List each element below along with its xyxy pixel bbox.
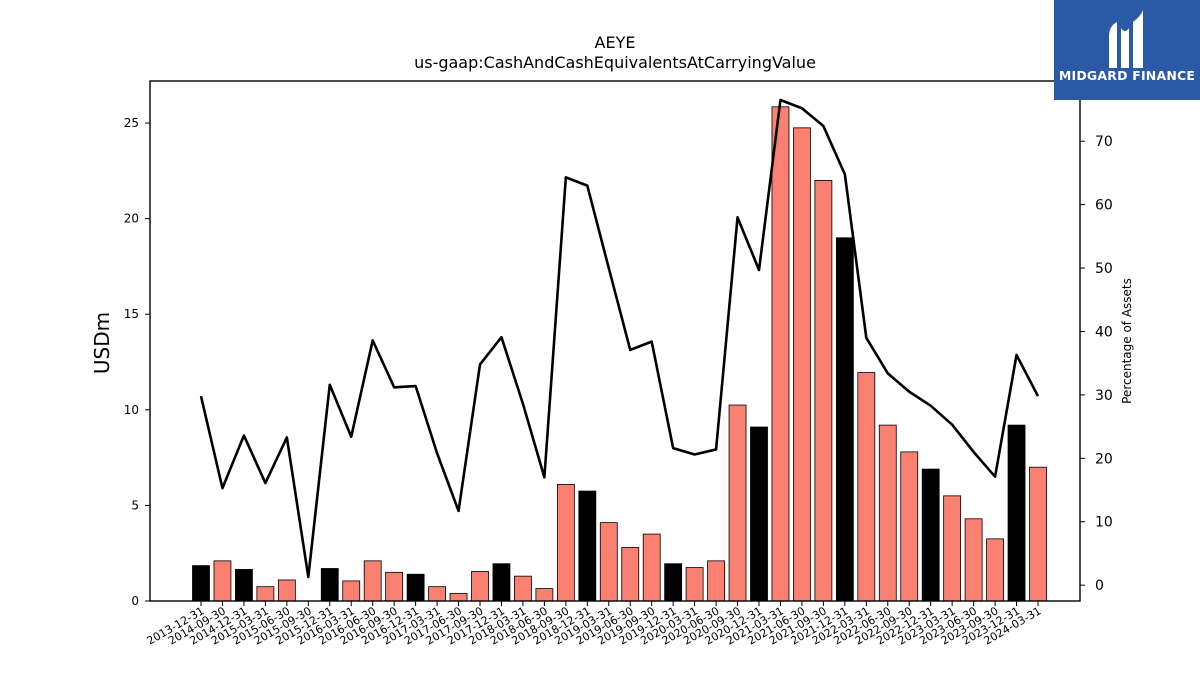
bar-2015-03-31 — [256, 586, 275, 602]
axes: 05101520250102030405060702013-12-312014-… — [124, 80, 1113, 648]
bar-2020-12-31 — [750, 426, 768, 602]
bar-2019-09-30 — [642, 533, 661, 602]
y2-axis-label: Percentage of Assets — [1120, 278, 1134, 404]
y-tick-label: 5 — [131, 498, 139, 512]
y2-tick-label: 10 — [1095, 515, 1113, 531]
bar-2019-12-31 — [664, 563, 683, 602]
y-tick-label: 10 — [124, 403, 139, 417]
bar-2017-09-30 — [471, 570, 489, 602]
bar-2020-03-31 — [685, 567, 704, 602]
y2-tick-label: 70 — [1095, 134, 1113, 150]
bar-2021-03-31 — [771, 106, 790, 602]
percentage-line — [199, 98, 1040, 579]
bar-2019-06-30 — [621, 547, 640, 602]
bar-2013-12-31 — [192, 565, 210, 602]
y2-tick-label: 50 — [1095, 261, 1113, 277]
bar-2022-03-31 — [857, 372, 876, 602]
y2-tick-label: 0 — [1095, 578, 1104, 594]
logo-text: MIDGARD FINANCE — [1058, 68, 1196, 83]
bar-2017-12-31 — [492, 563, 511, 602]
bar-2021-06-30 — [793, 127, 811, 602]
bar-2014-12-31 — [235, 569, 253, 602]
bar-2022-09-30 — [900, 451, 919, 602]
bar-2017-03-31 — [428, 586, 446, 602]
y2-tick-label: 40 — [1095, 324, 1113, 340]
bar-series — [192, 106, 1047, 602]
bar-2016-03-31 — [342, 580, 361, 602]
bar-2015-12-31 — [320, 568, 339, 602]
bar-2018-06-30 — [535, 588, 554, 602]
y-tick-label: 25 — [124, 116, 139, 130]
brand-logo: MIDGARD FINANCE — [1054, 0, 1200, 100]
y2-tick-label: 30 — [1095, 388, 1113, 404]
bar-2022-06-30 — [878, 424, 897, 602]
y2-tick-label: 60 — [1095, 198, 1113, 214]
bar-2020-09-30 — [728, 404, 747, 602]
bar-2023-09-30 — [986, 538, 1004, 602]
chart-title: AEYE — [595, 33, 636, 52]
bar-2018-03-31 — [514, 575, 532, 602]
bar-2018-09-30 — [556, 483, 575, 602]
bar-2020-06-30 — [707, 560, 725, 602]
bar-2023-06-30 — [964, 518, 983, 602]
bar-2024-03-31 — [1029, 466, 1047, 602]
bar-2016-06-30 — [363, 560, 382, 602]
y2-tick-label: 20 — [1095, 451, 1113, 467]
line-series — [199, 98, 1040, 579]
plot-frame — [149, 80, 1081, 602]
bar-2023-03-31 — [943, 495, 962, 602]
bar-2014-09-30 — [213, 560, 232, 602]
chart-subtitle: us-gaap:CashAndCashEquivalentsAtCarrying… — [414, 53, 816, 72]
bar-2019-03-31 — [599, 522, 618, 602]
bar-2015-06-30 — [277, 579, 296, 602]
bar-2016-12-31 — [406, 573, 425, 602]
bar-2023-12-31 — [1007, 424, 1026, 602]
bar-2021-09-30 — [814, 180, 833, 602]
bar-2017-06-30 — [449, 592, 468, 602]
y-tick-label: 20 — [124, 212, 139, 226]
y-tick-label: 0 — [131, 594, 139, 608]
y-axis-label: USDm — [90, 312, 114, 374]
bar-2021-12-31 — [835, 237, 854, 602]
y-tick-label: 15 — [124, 307, 139, 321]
bar-2016-09-30 — [385, 571, 404, 602]
logo-mark-icon — [1109, 10, 1143, 68]
bar-2022-12-31 — [921, 468, 940, 602]
bar-2018-12-31 — [578, 490, 597, 602]
